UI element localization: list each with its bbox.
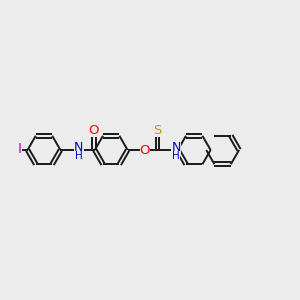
Text: O: O bbox=[88, 124, 99, 137]
Text: N: N bbox=[74, 141, 84, 154]
Text: H: H bbox=[75, 151, 83, 161]
Text: O: O bbox=[140, 144, 150, 157]
Text: S: S bbox=[153, 124, 162, 137]
Text: H: H bbox=[172, 151, 180, 161]
Text: N: N bbox=[171, 141, 181, 154]
Text: I: I bbox=[17, 142, 22, 156]
